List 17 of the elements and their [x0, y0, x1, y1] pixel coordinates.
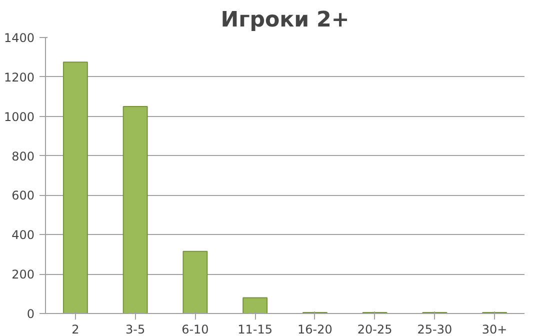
y-tick-label: 1400: [4, 31, 35, 45]
x-tick-label: 6-10: [182, 322, 209, 336]
x-tick-label: 30+: [482, 322, 508, 336]
y-tick-label: 200: [12, 268, 34, 282]
x-tick-label: 3-5: [126, 322, 146, 336]
x-tick-label: 25-30: [417, 322, 452, 336]
x-tick-label: 11-15: [238, 322, 273, 336]
y-tick-label: 1000: [4, 110, 35, 124]
x-tick-label: 2: [72, 322, 80, 336]
y-tick-label: 0: [26, 307, 35, 321]
y-tick-label: 800: [12, 149, 34, 164]
y-tick-label: 600: [12, 188, 34, 203]
x-tick-label: 20-25: [357, 322, 392, 336]
chart-title: Игроки 2+: [220, 8, 350, 32]
y-tick-label: 400: [12, 228, 34, 242]
y-tick-label: 1200: [4, 70, 35, 84]
x-tick-label: 16-20: [298, 322, 332, 336]
